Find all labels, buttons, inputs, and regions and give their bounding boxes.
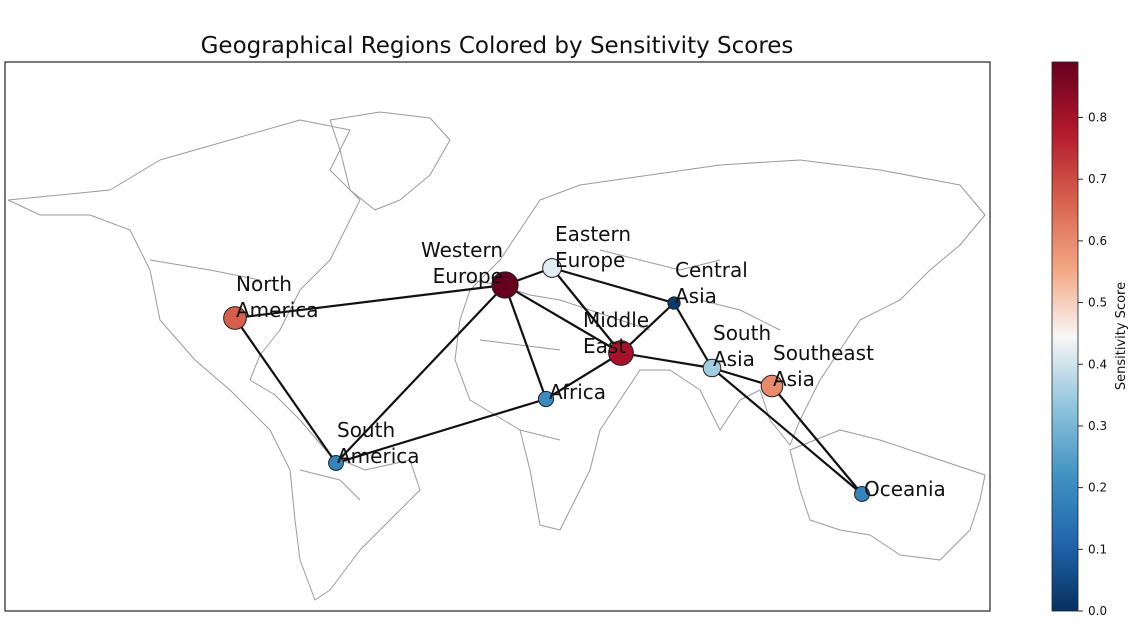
region-label: North bbox=[236, 272, 292, 296]
region-label: America bbox=[236, 298, 319, 322]
region-label: Oceania bbox=[864, 477, 946, 501]
region-label: East bbox=[583, 334, 626, 358]
edge bbox=[551, 266, 675, 305]
colorbar-tick-label: 0.0 bbox=[1088, 604, 1107, 618]
region-label: Asia bbox=[773, 367, 815, 391]
nodes: NorthAmericaSouthAmericaWesternEuropeEas… bbox=[223, 222, 946, 502]
colorbar-tick-label: 0.2 bbox=[1088, 481, 1107, 495]
edge bbox=[234, 317, 337, 464]
region-label: Southeast bbox=[773, 341, 874, 365]
region-label: Africa bbox=[549, 380, 606, 404]
edges bbox=[234, 266, 863, 495]
region-node bbox=[702, 358, 722, 378]
region-node bbox=[854, 486, 870, 502]
region-node bbox=[537, 390, 555, 408]
edge bbox=[771, 385, 863, 495]
colorbar-tick-label: 0.6 bbox=[1088, 234, 1107, 248]
region-label: Europe bbox=[433, 264, 503, 288]
chart-title: Geographical Regions Colored by Sensitiv… bbox=[201, 33, 794, 59]
edge bbox=[504, 284, 622, 354]
region-label: Asia bbox=[675, 284, 717, 308]
edge bbox=[551, 267, 622, 354]
region-label: America bbox=[337, 444, 420, 468]
edge bbox=[234, 283, 506, 320]
region-label: Eastern bbox=[555, 222, 631, 246]
region-node bbox=[667, 296, 681, 310]
colorbar bbox=[1051, 61, 1079, 612]
edge bbox=[673, 302, 713, 369]
edge bbox=[335, 397, 547, 465]
world-map bbox=[7, 111, 986, 601]
region-label: South bbox=[337, 418, 395, 442]
edge bbox=[503, 284, 548, 400]
region-node bbox=[491, 271, 519, 299]
edge bbox=[335, 284, 506, 464]
colorbar-tick-label: 0.5 bbox=[1088, 296, 1107, 310]
region-label: Middle bbox=[583, 308, 649, 332]
region-label: Asia bbox=[713, 347, 755, 371]
colorbar-tick-label: 0.4 bbox=[1088, 357, 1107, 371]
colorbar-tick-label: 0.7 bbox=[1088, 172, 1107, 186]
region-node bbox=[223, 306, 247, 330]
region-label: South bbox=[713, 321, 771, 345]
edge bbox=[620, 351, 713, 370]
region-node bbox=[760, 374, 784, 398]
region-label: Western bbox=[421, 238, 503, 262]
region-label: Europe bbox=[555, 248, 625, 272]
edge bbox=[711, 367, 863, 495]
colorbar-tick-label: 0.3 bbox=[1088, 419, 1107, 433]
colorbar-tick-label: 0.1 bbox=[1088, 542, 1107, 556]
region-node bbox=[608, 340, 634, 366]
region-node bbox=[328, 455, 344, 471]
colorbar-tick-label: 0.8 bbox=[1088, 111, 1107, 125]
map-frame bbox=[4, 61, 991, 612]
edge bbox=[545, 352, 622, 400]
region-label: Central bbox=[675, 258, 748, 282]
region-node bbox=[542, 258, 562, 278]
colorbar-label: Sensitivity Score bbox=[1114, 282, 1129, 390]
